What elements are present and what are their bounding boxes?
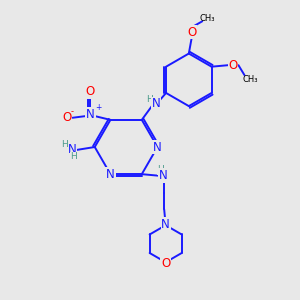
Text: N: N <box>153 140 162 154</box>
Text: N: N <box>106 168 115 181</box>
Text: -: - <box>71 107 74 116</box>
Text: N: N <box>161 218 170 231</box>
Text: CH₃: CH₃ <box>242 75 257 84</box>
Text: H: H <box>61 140 68 149</box>
Text: N: N <box>68 142 76 156</box>
Text: O: O <box>86 85 95 98</box>
Text: H: H <box>146 95 153 104</box>
Text: H: H <box>157 165 164 174</box>
Text: +: + <box>95 103 102 112</box>
Text: O: O <box>62 111 72 124</box>
Text: N: N <box>86 108 95 121</box>
Text: CH₃: CH₃ <box>200 14 215 23</box>
Text: O: O <box>161 257 170 270</box>
Text: H: H <box>70 152 77 161</box>
Text: N: N <box>152 97 161 110</box>
Text: O: O <box>229 59 238 72</box>
Text: N: N <box>159 169 167 182</box>
Text: O: O <box>187 26 196 38</box>
